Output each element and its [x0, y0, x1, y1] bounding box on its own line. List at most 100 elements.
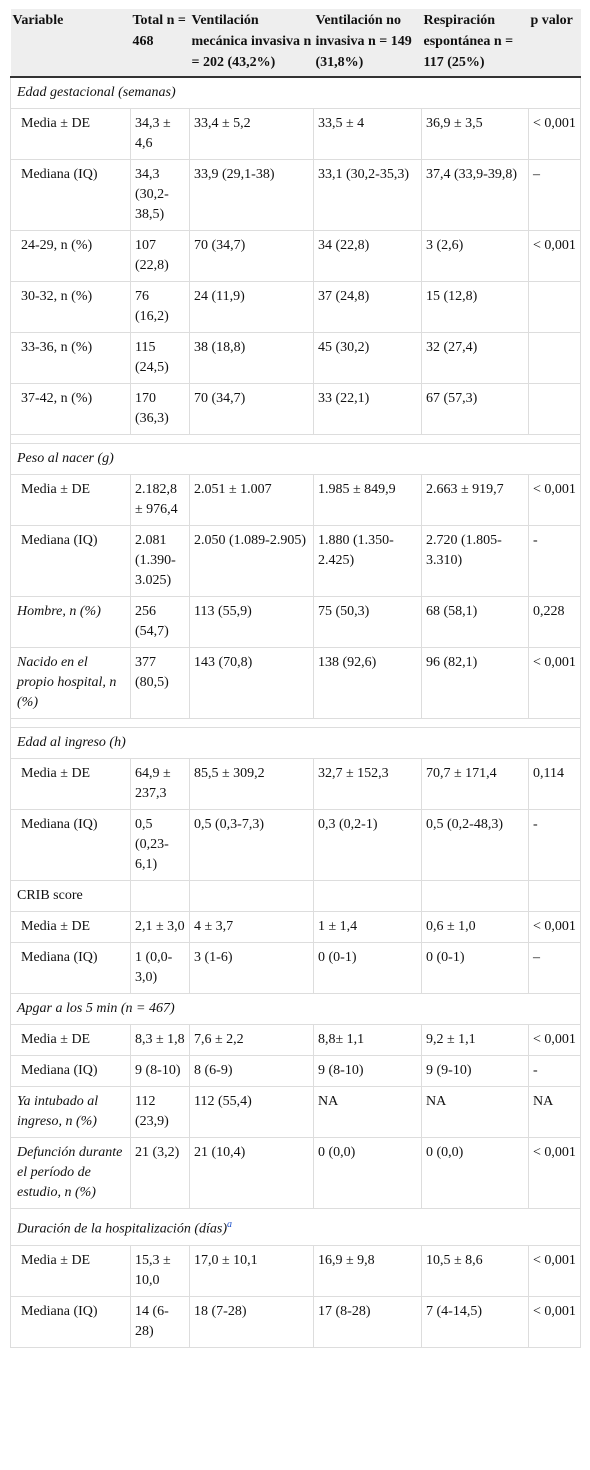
table-cell: Media ± DE	[10, 758, 131, 810]
table-cell: 4 ± 3,7	[189, 911, 314, 943]
column-header: Total n = 468	[130, 9, 190, 78]
section-text: Edad al ingreso (h)	[17, 735, 126, 750]
table-row: Media ± DE 15,3 ± 10,0 17,0 ± 10,1 16,9 ± 9…	[10, 1244, 581, 1297]
table-cell: 30-32, n (%)	[10, 281, 131, 333]
header-row: Variable Total n = 468 Ventilación mecánic…	[10, 9, 581, 78]
table-cell: 170 (36,3)	[130, 383, 190, 435]
table-cell: 16,9 ± 9,8	[313, 1244, 422, 1297]
table-body: Edad gestacional (semanas) Media ± DE 34,3…	[10, 76, 581, 1348]
table-cell: < 0,001	[528, 230, 581, 282]
table-row: Defunción durante el período de estudio,…	[10, 1137, 581, 1209]
table-cell: 9 (8-10)	[130, 1055, 190, 1087]
table-cell: 33,9 (29,1-38)	[189, 159, 314, 231]
table-cell: < 0,001	[528, 647, 581, 719]
table-cell: 3 (2,6)	[421, 230, 529, 282]
table-cell: 2.720 (1.805-3.310)	[421, 525, 529, 597]
table-cell: < 0,001	[528, 1295, 581, 1348]
column-header: Ventilación no invasiva n = 149 (31,8%)	[313, 9, 422, 78]
table-cell: < 0,001	[528, 911, 581, 943]
table-cell	[421, 880, 529, 912]
table-cell: 112 (55,4)	[189, 1086, 314, 1138]
table-row: Mediana (IQ) 34,3 (30,2-38,5) 33,9 (29,1-3…	[10, 159, 581, 231]
section-text: Edad gestacional (semanas)	[17, 85, 176, 100]
table-cell: 70 (34,7)	[189, 383, 314, 435]
table-cell: 34,3 (30,2-38,5)	[130, 159, 190, 231]
table-cell: 33-36, n (%)	[10, 332, 131, 384]
table-row: 30-32, n (%) 76 (16,2) 24 (11,9) 37 (24,8) 1…	[10, 281, 581, 333]
table-cell	[528, 281, 581, 333]
table-cell: 38 (18,8)	[189, 332, 314, 384]
table-cell: 76 (16,2)	[130, 281, 190, 333]
table-cell: 1 ± 1,4	[313, 911, 422, 943]
table-cell: 2.051 ± 1.007	[189, 474, 314, 526]
table-row: 24-29, n (%) 107 (22,8) 70 (34,7) 34 (22,8)…	[10, 230, 581, 282]
table-cell: 0,114	[528, 758, 581, 810]
table-cell: 7,6 ± 2,2	[189, 1024, 314, 1056]
table-row: Mediana (IQ) 1 (0,0-3,0) 3 (1-6) 0 (0-1) 0 (…	[10, 942, 581, 994]
section-row: Edad gestacional (semanas)	[10, 76, 581, 109]
table-cell: 33 (22,1)	[313, 383, 422, 435]
table-cell: 75 (50,3)	[313, 596, 422, 648]
section-label: Peso al nacer (g)	[10, 443, 581, 475]
table-cell: Media ± DE	[10, 911, 131, 943]
table-row: Media ± DE 8,3 ± 1,8 7,6 ± 2,2 8,8± 1,1 9,2 …	[10, 1024, 581, 1056]
table-cell: Hombre, n (%)	[10, 596, 131, 648]
section-text: Apgar a los 5 min (n = 467)	[17, 1001, 175, 1016]
table-cell: –	[528, 942, 581, 994]
section-text: CRIB score	[17, 888, 83, 903]
table-row: Media ± DE 2,1 ± 3,0 4 ± 3,7 1 ± 1,4 0,6 ± 1…	[10, 911, 581, 943]
table-cell: Media ± DE	[10, 1244, 131, 1297]
table-cell: 32 (27,4)	[421, 332, 529, 384]
table-cell: 15 (12,8)	[421, 281, 529, 333]
table-cell: 70,7 ± 171,4	[421, 758, 529, 810]
table-cell: 113 (55,9)	[189, 596, 314, 648]
table-cell: Media ± DE	[10, 108, 131, 160]
column-header: Ventilación mecánica invasiva n = 202 (4…	[189, 9, 314, 78]
table-cell: Mediana (IQ)	[10, 1055, 131, 1087]
spacer-row	[10, 434, 581, 444]
table-cell: 0,5 (0,2-48,3)	[421, 809, 529, 881]
table-cell: 3 (1-6)	[189, 942, 314, 994]
table-cell: NA	[421, 1086, 529, 1138]
table-cell: 96 (82,1)	[421, 647, 529, 719]
table-cell: < 0,001	[528, 474, 581, 526]
table-row: Media ± DE 64,9 ± 237,3 85,5 ± 309,2 32,7 ±…	[10, 758, 581, 810]
table-cell: -	[528, 1055, 581, 1087]
table-cell: -	[528, 525, 581, 597]
footnote-link[interactable]: a	[227, 1219, 232, 1230]
table-cell: 68 (58,1)	[421, 596, 529, 648]
table-cell: 24 (11,9)	[189, 281, 314, 333]
table-row: Hombre, n (%) 256 (54,7) 113 (55,9) 75 (50,…	[10, 596, 581, 648]
table-cell	[528, 332, 581, 384]
table-cell: 112 (23,9)	[130, 1086, 190, 1138]
spacer-row	[10, 718, 581, 728]
table-cell	[313, 880, 422, 912]
table-cell: 0 (0,0)	[421, 1137, 529, 1209]
table-cell: < 0,001	[528, 1244, 581, 1297]
table-cell: 21 (10,4)	[189, 1137, 314, 1209]
table-cell: 7 (4-14,5)	[421, 1295, 529, 1348]
table-cell: 0,5 (0,3-7,3)	[189, 809, 314, 881]
table-cell	[528, 880, 581, 912]
table-cell: 21 (3,2)	[130, 1137, 190, 1209]
table-cell: 0 (0,0)	[313, 1137, 422, 1209]
section-row: Apgar a los 5 min (n = 467)	[10, 993, 581, 1025]
table-row: Nacido en el propio hospital, n (%) 377 (…	[10, 647, 581, 719]
table-cell: 0,228	[528, 596, 581, 648]
table-cell: 8,3 ± 1,8	[130, 1024, 190, 1056]
table-row: Mediana (IQ) 14 (6-28) 18 (7-28) 17 (8-28) 7…	[10, 1295, 581, 1348]
table-row: Mediana (IQ) 2.081 (1.390-3.025) 2.050 (1.…	[10, 525, 581, 597]
table-cell: 0,5 (0,23-6,1)	[130, 809, 190, 881]
table-cell: 17 (8-28)	[313, 1295, 422, 1348]
table-cell: 17,0 ± 10,1	[189, 1244, 314, 1297]
table-cell: 45 (30,2)	[313, 332, 422, 384]
table-row: Mediana (IQ) 9 (8-10) 8 (6-9) 9 (8-10) 9 (9-…	[10, 1055, 581, 1087]
table-cell: 1 (0,0-3,0)	[130, 942, 190, 994]
table-cell: 37,4 (33,9-39,8)	[421, 159, 529, 231]
table-cell: –	[528, 159, 581, 231]
table-cell: 8 (6-9)	[189, 1055, 314, 1087]
column-header: Respiración espontánea n = 117 (25%)	[421, 9, 529, 78]
section-row: CRIB score	[10, 880, 581, 912]
table-row: Media ± DE 34,3 ± 4,6 33,4 ± 5,2 33,5 ± 4 36…	[10, 108, 581, 160]
